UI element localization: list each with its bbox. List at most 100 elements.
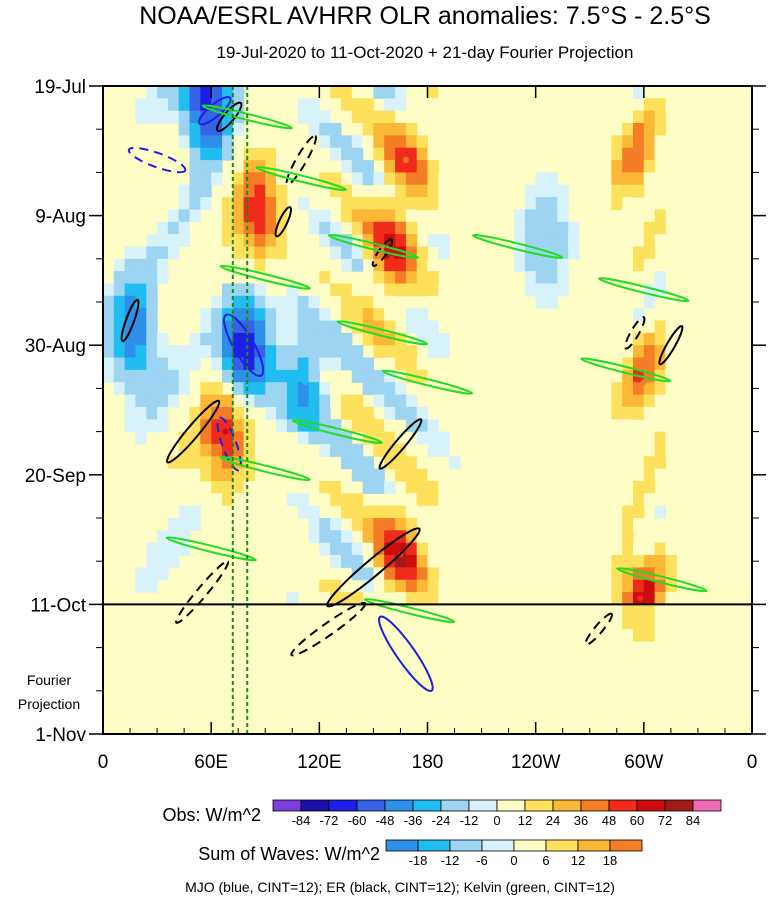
anomaly-cell <box>395 283 407 297</box>
anomaly-cell <box>146 394 158 408</box>
anomaly-cell <box>330 221 342 235</box>
colorbar-swatch <box>692 799 722 812</box>
anomaly-cell <box>416 160 429 173</box>
anomaly-cell <box>330 530 342 544</box>
anomaly-cell <box>633 542 645 556</box>
anomaly-cell <box>405 443 418 457</box>
anomaly-cell <box>167 555 180 568</box>
anomaly-cell <box>200 123 212 136</box>
anomaly-cell <box>427 172 439 186</box>
anomaly-cell <box>405 505 418 519</box>
anomaly-cell <box>384 419 396 433</box>
anomaly-cell <box>254 246 266 260</box>
anomaly-cell <box>535 246 548 260</box>
anomaly-cell <box>232 481 245 494</box>
anomaly-cell <box>351 419 364 433</box>
anomaly-cell <box>362 406 374 420</box>
anomaly-cell <box>167 345 180 359</box>
anomaly-cell <box>135 382 147 396</box>
anomaly-cell <box>384 221 396 235</box>
anomaly-cell <box>449 505 461 519</box>
anomaly-cell <box>330 184 342 198</box>
anomaly-cell <box>438 234 450 247</box>
anomaly-cell <box>308 555 320 568</box>
anomaly-cell <box>211 443 223 457</box>
anomaly-cell <box>254 172 266 186</box>
anomaly-cell <box>535 197 548 210</box>
anomaly-cell <box>405 493 418 507</box>
anomaly-cell <box>643 468 656 482</box>
anomaly-cell <box>276 184 288 198</box>
anomaly-cell <box>124 295 136 309</box>
anomaly-cell <box>113 308 126 322</box>
anomaly-cell <box>135 394 147 408</box>
anomaly-cell <box>189 271 201 284</box>
anomaly-cell <box>308 147 320 161</box>
anomaly-cell <box>654 271 666 284</box>
anomaly-cell <box>643 616 656 630</box>
anomaly-cell <box>232 197 245 210</box>
anomaly-cell <box>341 295 353 309</box>
anomaly-cell <box>405 555 418 568</box>
anomaly-cell <box>524 184 537 198</box>
anomaly-cell <box>416 320 429 334</box>
anomaly-cell <box>643 345 656 359</box>
anomaly-cell <box>351 493 364 507</box>
anomaly-cell <box>643 98 656 112</box>
anomaly-cell <box>319 345 331 359</box>
anomaly-cell <box>265 172 277 186</box>
anomaly-cell <box>373 505 385 519</box>
x-tick-label: 60E <box>194 752 228 773</box>
anomaly-cell <box>416 357 429 371</box>
anomaly-cell <box>124 394 136 408</box>
x-tick-label: 0 <box>98 752 109 773</box>
anomaly-cell <box>189 135 201 149</box>
anomaly-cell <box>622 592 634 605</box>
x-tick-label: 120E <box>297 752 341 773</box>
anomaly-cell <box>330 123 342 136</box>
colorbar-swatch <box>384 799 414 812</box>
anomaly-cell <box>395 345 407 359</box>
anomaly-cell <box>622 382 634 396</box>
anomaly-cell <box>373 419 385 433</box>
anomaly-cell <box>362 518 374 531</box>
anomaly-cell <box>222 110 234 124</box>
anomaly-cell <box>514 234 526 247</box>
mjo-contour <box>378 615 434 692</box>
anomaly-cell <box>438 394 450 408</box>
anomaly-cell <box>157 221 169 235</box>
anomaly-cell <box>405 221 418 235</box>
anomaly-cell <box>384 345 396 359</box>
anomaly-cell <box>535 172 548 186</box>
anomaly-core <box>637 595 644 602</box>
anomaly-cell <box>384 320 396 334</box>
anomaly-cell <box>373 135 385 149</box>
anomaly-cell <box>286 221 299 235</box>
anomaly-cell <box>665 209 677 223</box>
anomaly-cell <box>362 542 374 556</box>
anomaly-cell <box>211 86 223 99</box>
kelvin-contour <box>471 233 564 259</box>
anomaly-cell <box>384 357 396 371</box>
anomaly-cell <box>395 258 407 272</box>
anomaly-cell <box>189 419 201 433</box>
anomaly-cell <box>167 110 180 124</box>
anomaly-cell <box>265 147 277 161</box>
colorbar-label: 48 <box>602 813 616 828</box>
anomaly-cell <box>254 382 266 396</box>
anomaly-cell <box>633 308 645 322</box>
anomaly-cell <box>611 394 623 408</box>
anomaly-core <box>222 428 229 435</box>
anomaly-cell <box>600 555 612 568</box>
anomaly-cell <box>611 382 623 396</box>
anomaly-cell <box>622 369 634 383</box>
anomaly-cell <box>308 258 320 272</box>
anomaly-cell <box>319 332 331 346</box>
anomaly-cell <box>373 295 385 309</box>
anomaly-cell <box>351 518 364 531</box>
anomaly-cell <box>232 431 245 445</box>
x-tick-label: 120W <box>511 752 561 773</box>
anomaly-cell <box>308 123 320 136</box>
anomaly-cell <box>341 357 353 371</box>
anomaly-cell <box>243 147 255 161</box>
